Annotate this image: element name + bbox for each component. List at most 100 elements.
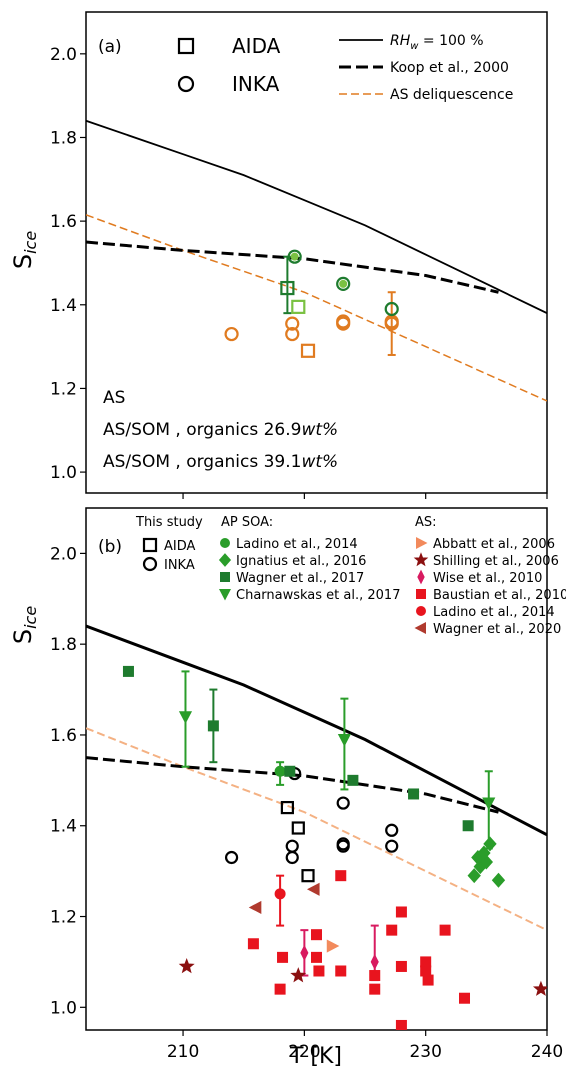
data-point [313, 965, 325, 977]
legend-marker [220, 572, 230, 582]
legend-label: Ignatius et al., 2016 [236, 554, 366, 569]
legend-marker-aida [177, 37, 195, 55]
data-point [224, 850, 239, 865]
legend-marker [413, 552, 429, 567]
y-tick-label: 1.0 [50, 998, 77, 1018]
panel-label: (b) [98, 537, 122, 557]
data-point [336, 796, 350, 810]
data-point [386, 924, 398, 936]
x-tick-label: 210 [167, 1042, 199, 1062]
legend-marker [416, 536, 428, 550]
data-point [178, 711, 193, 724]
legend-label: Abbatt et al., 2006 [433, 537, 555, 552]
legend-label: Baustian et al., 2010 [433, 588, 566, 603]
data-point [384, 316, 399, 331]
data-point [336, 839, 350, 853]
legend-rh-post: = 100 % [418, 33, 483, 49]
data-point [277, 951, 289, 963]
legend-marker [416, 606, 426, 616]
group-label-text: AS/SOM , organics [103, 452, 264, 472]
legend-line-label: RHw = 100 % [390, 33, 484, 52]
data-point [122, 665, 134, 677]
legend-rh: RH [390, 33, 411, 49]
data-point [336, 316, 351, 331]
data-point [247, 938, 259, 950]
data-point [532, 980, 547, 996]
data-point [385, 839, 399, 853]
data-point [347, 774, 359, 786]
data-point [284, 765, 296, 777]
x-tick-label: 230 [409, 1042, 441, 1062]
data-point [369, 970, 381, 982]
data-point [248, 900, 262, 915]
data-point [467, 868, 481, 884]
data-point [280, 800, 294, 815]
y-tick-label: 1.2 [50, 908, 77, 928]
y-tick-label: 1.2 [50, 379, 77, 399]
data-point [385, 823, 399, 837]
data-point [285, 839, 299, 853]
curve-rhw100 [86, 119, 547, 314]
y-tick-label: 2.0 [50, 544, 77, 564]
plot-area [86, 624, 547, 1030]
data-point [462, 820, 474, 832]
data-point [178, 958, 195, 974]
legend-line-label: Koop et al., 2000 [390, 60, 509, 76]
data-point [290, 967, 307, 983]
data-point [422, 974, 434, 986]
group-label-value: 39.1 [264, 452, 302, 472]
legend-marker [416, 589, 426, 599]
legend-marker-aida [142, 537, 158, 553]
data-point [335, 965, 347, 977]
legend-label-inka: INKA [232, 72, 280, 96]
data-point [291, 299, 306, 314]
curve-as_deliquescence [86, 214, 547, 402]
curve-koop [86, 756, 499, 814]
data-point [420, 956, 432, 968]
legend-label: Ladino et al., 2014 [433, 605, 555, 620]
y-tick-label: 1.4 [50, 817, 77, 837]
data-point [300, 343, 316, 358]
data-point [439, 924, 451, 936]
data-point [311, 929, 322, 941]
legend-heading-as: AS: [415, 515, 437, 530]
data-point [207, 720, 219, 732]
data-point [337, 733, 351, 747]
data-point [285, 326, 300, 342]
data-point [339, 279, 348, 288]
x-tick-label: 240 [531, 1042, 563, 1062]
data-point [311, 951, 322, 963]
data-point [291, 821, 305, 835]
legend-marker [417, 569, 425, 585]
y-tick-label: 2.0 [50, 45, 77, 65]
legend-marker-inka [142, 556, 158, 572]
data-point [300, 944, 309, 961]
y-axis-label-a: Sice [9, 231, 40, 269]
group-label-unit: wt% [301, 452, 338, 472]
data-point [336, 276, 351, 291]
panel-b: 1.0 1.2 1.4 1.6 1.8 2.0 210 220 230 240 (b) This st… [50, 507, 566, 1062]
data-point [274, 888, 286, 900]
y-tick-label: 1.4 [50, 296, 77, 316]
plot-area [86, 119, 547, 402]
data-point [301, 869, 315, 883]
legend-label: Charnawskas et al., 2017 [236, 588, 400, 603]
x-tick-label: 220 [288, 1042, 320, 1062]
legend-label: Shilling et al., 2006 [433, 554, 559, 569]
legend-line-label: AS deliquescence [390, 87, 513, 103]
legend-label: Ladino et al., 2014 [236, 537, 358, 552]
legend-marker [220, 538, 230, 548]
group-label-text: AS [103, 388, 125, 408]
y-axis-label-b: Sice [9, 606, 40, 644]
legend-marker-inka [177, 75, 195, 93]
legend-label: Wise et al., 2010 [433, 571, 542, 586]
legend-rh-sub: w [410, 41, 419, 52]
figure-labels: Sice Sice T [K] [9, 231, 342, 1069]
data-point [459, 992, 471, 1004]
legend-heading-ap-soa: AP SOA: [221, 515, 273, 530]
data-point [280, 280, 295, 296]
data-point [483, 836, 497, 852]
legend-label-aida: AIDA [232, 34, 281, 58]
data-point [290, 252, 299, 261]
